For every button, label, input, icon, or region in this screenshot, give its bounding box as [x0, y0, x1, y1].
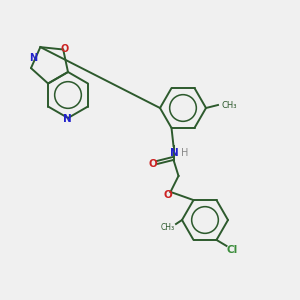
Text: N: N — [63, 114, 71, 124]
Text: O: O — [163, 190, 172, 200]
Text: N: N — [30, 52, 38, 63]
Text: O: O — [148, 159, 157, 169]
Text: O: O — [60, 44, 68, 53]
Text: CH₃: CH₃ — [161, 224, 175, 232]
Text: CH₃: CH₃ — [222, 100, 238, 109]
Text: Cl: Cl — [227, 245, 238, 255]
Text: H: H — [182, 148, 189, 158]
Text: N: N — [170, 148, 179, 158]
